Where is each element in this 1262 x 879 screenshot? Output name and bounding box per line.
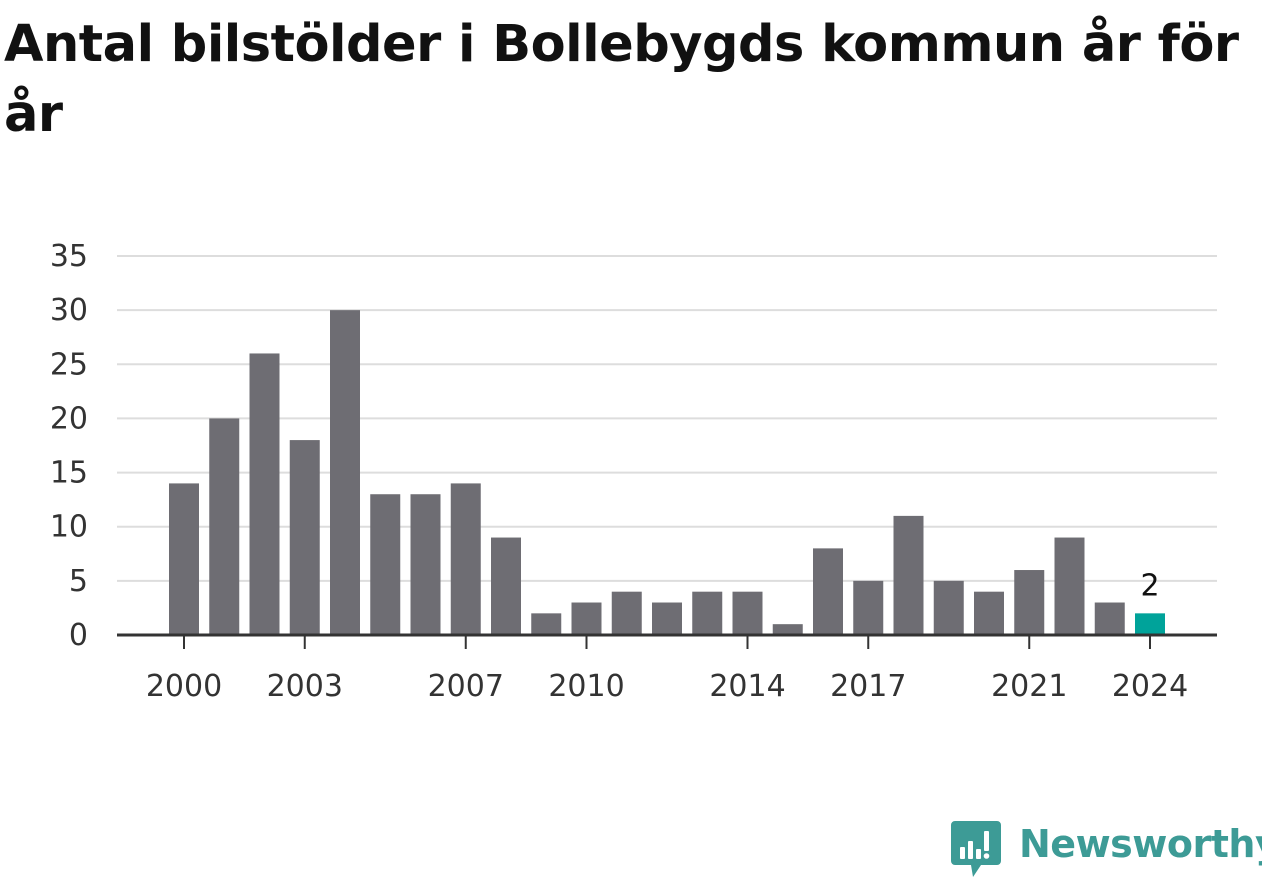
y-tick-label-35: 35 <box>50 239 88 274</box>
bar-2003 <box>289 440 320 635</box>
bar-2017 <box>853 580 884 635</box>
bar-2012 <box>652 602 682 635</box>
bar-2014 <box>732 591 763 635</box>
bar-2008 <box>491 537 521 635</box>
y-tick-label-30: 30 <box>50 293 88 328</box>
data-labels: 2 <box>1140 568 1159 603</box>
bar-2023 <box>1094 602 1125 635</box>
data-label-2024: 2 <box>1140 568 1159 603</box>
x-tick-label-2003: 2003 <box>267 669 343 704</box>
bar-2009 <box>531 613 562 635</box>
bar-2000 <box>169 483 199 635</box>
bar-2013 <box>692 591 723 635</box>
x-tick-label-2017: 2017 <box>830 669 906 704</box>
x-tick-label-2024: 2024 <box>1112 669 1188 704</box>
bar-2018 <box>893 515 924 635</box>
bar-2004 <box>330 310 360 635</box>
chart-title: Antal bilstölder i Bollebygds kommun år … <box>4 15 1239 144</box>
bar-2010 <box>571 602 602 635</box>
y-tick-label-5: 5 <box>69 564 88 599</box>
bar-2022 <box>1054 537 1085 635</box>
y-tick-label-15: 15 <box>50 456 88 491</box>
y-tick-label-20: 20 <box>50 401 88 436</box>
bar-2015 <box>772 624 803 635</box>
bar-2016 <box>813 548 843 635</box>
x-tick-label-2021: 2021 <box>991 669 1067 704</box>
x-tick-label-2010: 2010 <box>548 669 624 704</box>
y-tick-label-10: 10 <box>50 510 88 545</box>
x-tick-label-2014: 2014 <box>709 669 785 704</box>
bar-2021 <box>1014 570 1045 635</box>
x-tick-label-2007: 2007 <box>428 669 504 704</box>
x-axis-ticks: 2000 2003 2007 2010 2014 2017 2021 2024 <box>146 635 1188 704</box>
newsworthy-logo-icon <box>951 821 1001 877</box>
gridlines <box>117 255 1217 582</box>
y-axis-ticks: 0 5 10 15 20 25 30 35 <box>50 239 88 653</box>
bar-2011 <box>611 591 642 635</box>
bar-2024 <box>1135 613 1165 635</box>
brand-name: Newsworthy <box>1019 822 1262 866</box>
x-tick-label-2000: 2000 <box>146 669 222 704</box>
bar-2006 <box>410 494 441 635</box>
bar-2001 <box>209 418 240 635</box>
bar-2002 <box>249 353 280 635</box>
y-tick-label-25: 25 <box>50 347 88 382</box>
y-tick-label-0: 0 <box>69 618 88 653</box>
newsworthy-logo: Newsworthy <box>951 819 1262 879</box>
bar-2019 <box>933 580 964 635</box>
bar-2007 <box>450 483 481 635</box>
bars <box>169 310 1165 635</box>
bar-2020 <box>974 591 1004 635</box>
bar-2005 <box>370 494 401 635</box>
